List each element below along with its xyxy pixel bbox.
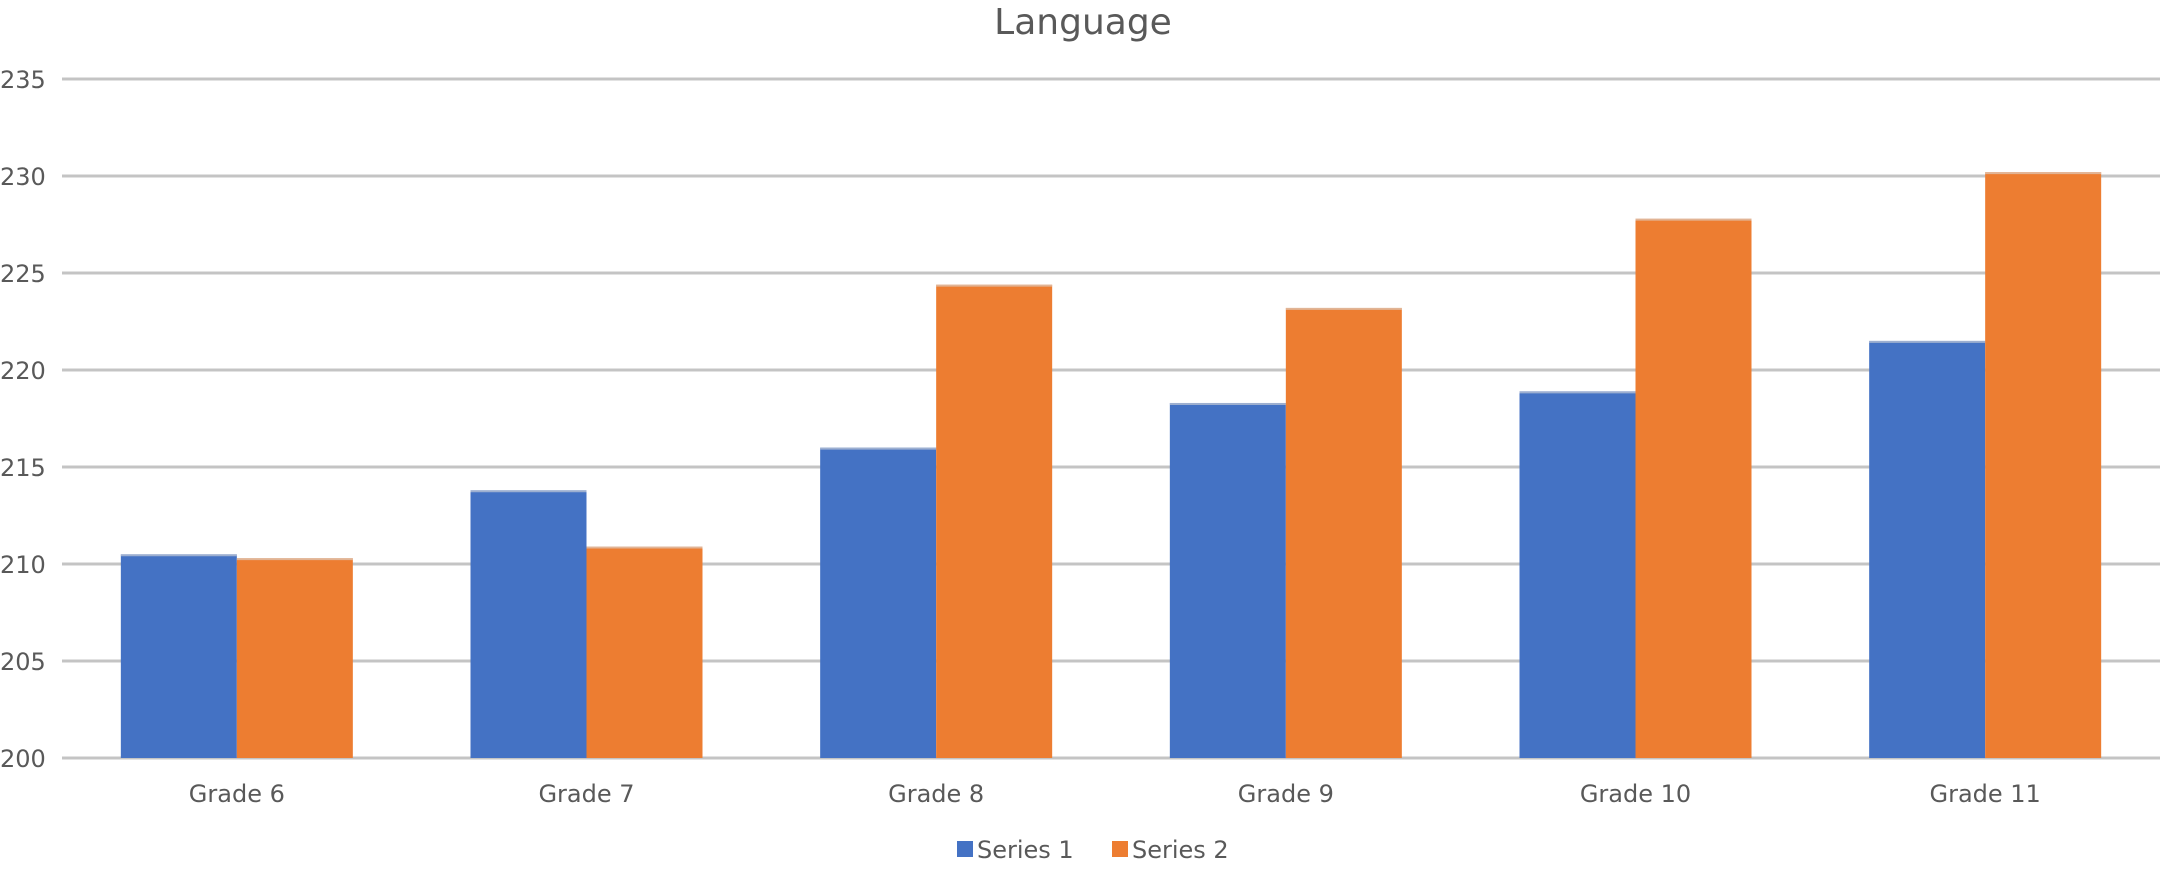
legend-label-series-2: Series 2	[1132, 836, 1229, 864]
bar-series-1	[120, 554, 237, 758]
x-axis-ticks: Grade 6 Grade 7 Grade 8 Grade 9 Grade 10 Grad…	[189, 780, 2041, 808]
bar-series-2	[236, 558, 353, 758]
bar-series-1	[1169, 402, 1286, 758]
bar-series-2	[1285, 307, 1402, 758]
bar-series-1	[820, 447, 937, 758]
bar-series-2	[1985, 172, 2102, 758]
x-tick-label: Grade 10	[1580, 780, 1691, 808]
legend: Series 1 Series 2	[957, 836, 1229, 864]
bar-series-2	[586, 546, 703, 758]
gridlines	[62, 77, 2160, 760]
bar-series-2	[1635, 218, 1752, 758]
x-tick-label: Grade 6	[189, 780, 285, 808]
y-tick-label: 210	[0, 551, 46, 579]
bar-series-1	[1869, 340, 1986, 758]
y-tick-label: 205	[0, 648, 46, 676]
bars	[120, 172, 2102, 758]
y-tick-label: 215	[0, 454, 46, 482]
x-tick-label: Grade 7	[538, 780, 634, 808]
chart-title: Language	[994, 2, 1172, 43]
y-tick-label: 225	[0, 260, 46, 288]
y-axis-ticks: 200 205 210 215 220 225 230 235	[0, 66, 46, 773]
legend-label-series-1: Series 1	[977, 836, 1074, 864]
y-tick-label: 230	[0, 163, 46, 191]
legend-swatch-series-2	[1112, 841, 1128, 857]
x-tick-label: Grade 8	[888, 780, 984, 808]
x-tick-label: Grade 11	[1929, 780, 2040, 808]
bar-series-1	[1519, 391, 1636, 758]
x-tick-label: Grade 9	[1238, 780, 1334, 808]
y-tick-label: 200	[0, 745, 46, 773]
y-tick-label: 220	[0, 357, 46, 385]
legend-swatch-series-1	[957, 841, 973, 857]
y-tick-label: 235	[0, 66, 46, 94]
bar-series-1	[470, 490, 587, 758]
bar-series-2	[936, 284, 1053, 758]
